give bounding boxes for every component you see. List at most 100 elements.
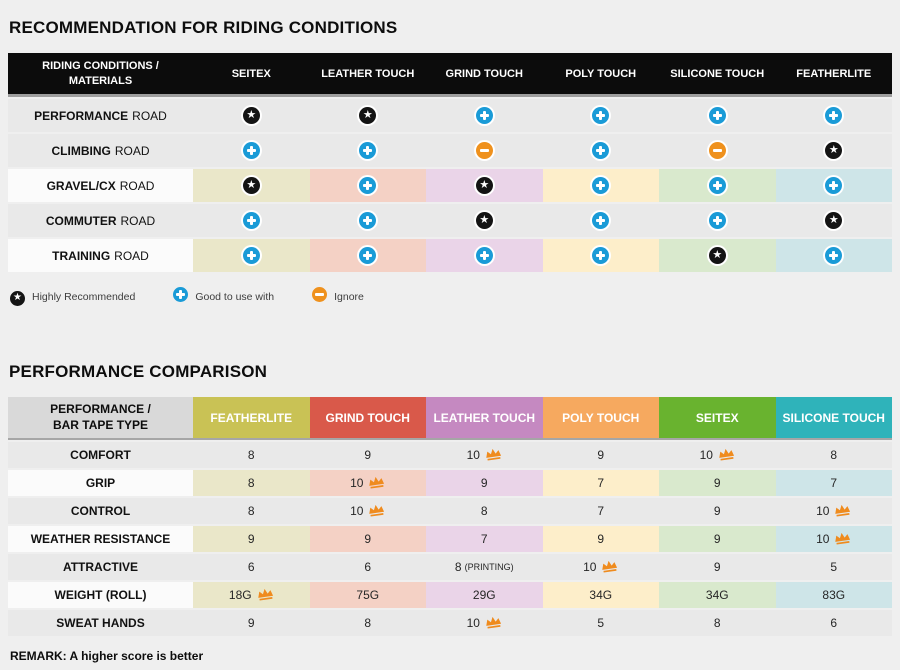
score-cell: 8 bbox=[193, 470, 310, 496]
score-cell: 8 (PRINTING) bbox=[426, 554, 543, 580]
recommendation-cell bbox=[543, 134, 660, 167]
corner-line-1: PERFORMANCE / bbox=[50, 401, 151, 416]
performance-corner-header: PERFORMANCE / BAR TAPE TYPE bbox=[8, 397, 193, 438]
plus-icon bbox=[173, 286, 189, 302]
plus-icon bbox=[242, 212, 260, 229]
performance-metric-label: WEATHER RESISTANCE bbox=[8, 526, 193, 552]
score-value: 5 bbox=[597, 616, 605, 630]
riding-condition-name: GRAVEL/CX bbox=[46, 178, 116, 193]
recommendation-cell bbox=[543, 99, 660, 132]
recommendation-cell: ★ bbox=[193, 169, 310, 202]
recommendation-legend: ★ Highly Recommended Good to use with Ig… bbox=[10, 286, 892, 307]
icon-bar bbox=[366, 216, 370, 225]
score-cell: 9 bbox=[659, 526, 776, 552]
riding-conditions-header-row: RIDING CONDITIONS / MATERIALS SEITEX LEAT… bbox=[8, 53, 892, 97]
riding-conditions-table-body: PERFORMANCE ROAD ★ ★ CLIMBING ROAD ★ GRAV… bbox=[8, 99, 892, 272]
score-cell: 10 bbox=[659, 442, 776, 468]
legend-icon-slot bbox=[173, 286, 189, 307]
score-cell: 34G bbox=[659, 582, 776, 608]
riding-conditions-corner-header: RIDING CONDITIONS / MATERIALS bbox=[8, 53, 193, 94]
recommendation-cell bbox=[775, 169, 892, 202]
recommendation-cell bbox=[775, 239, 892, 272]
crown-icon bbox=[486, 616, 502, 629]
performance-metric-label: ATTRACTIVE bbox=[62, 560, 139, 574]
crown-icon bbox=[369, 504, 385, 517]
score-cell: 8 bbox=[659, 610, 776, 636]
icon-bar bbox=[715, 111, 719, 120]
score-value: 8 bbox=[247, 504, 255, 518]
score-value: 9 bbox=[713, 532, 721, 546]
score-cell: 9 bbox=[310, 442, 427, 468]
recommendation-cell: ★ bbox=[193, 99, 310, 132]
score-value: 9 bbox=[247, 616, 255, 630]
score-cell: 8 bbox=[193, 442, 310, 468]
plus-icon bbox=[242, 247, 260, 264]
star-icon: ★ bbox=[475, 177, 493, 194]
material-column-header: SEITEX bbox=[231, 67, 271, 80]
riding-condition-suffix: ROAD bbox=[120, 213, 156, 228]
score-value: 9 bbox=[713, 560, 721, 574]
score-cell: 9 bbox=[193, 610, 310, 636]
score-value: 9 bbox=[480, 476, 488, 490]
score-value: 75G bbox=[356, 588, 380, 602]
score-value: 10 bbox=[816, 504, 830, 518]
score-cell: 9 bbox=[659, 470, 776, 496]
recommendation-cell: ★ bbox=[776, 204, 893, 237]
riding-condition-label: CLIMBING ROAD bbox=[8, 134, 193, 167]
riding-condition-suffix: ROAD bbox=[114, 143, 150, 158]
recommendation-cell bbox=[542, 169, 659, 202]
star-icon: ★ bbox=[708, 247, 726, 264]
icon-bar bbox=[366, 181, 370, 190]
score-cell: 9 bbox=[543, 442, 660, 468]
riding-condition-name: TRAINING bbox=[52, 248, 111, 263]
score-cell: 10 bbox=[543, 554, 660, 580]
score-value: 6 bbox=[364, 560, 372, 574]
legend-icon-slot bbox=[312, 286, 328, 307]
score-value: 10 bbox=[466, 448, 480, 462]
plus-icon bbox=[592, 142, 610, 159]
plus-icon bbox=[592, 247, 610, 264]
score-cell: 10 bbox=[426, 442, 543, 468]
legend-label: Ignore bbox=[334, 290, 364, 303]
legend-label: Highly Recommended bbox=[32, 290, 136, 303]
recommendation-cell bbox=[659, 169, 776, 202]
score-value: 7 bbox=[830, 476, 838, 490]
performance-row: WEATHER RESISTANCE 9 9 7 9 9 10 bbox=[8, 526, 892, 552]
score-cell: 34G bbox=[542, 582, 659, 608]
star-icon: ★ bbox=[359, 107, 377, 124]
plus-icon bbox=[708, 177, 726, 194]
score-cell: 9 bbox=[659, 498, 776, 524]
performance-row: ATTRACTIVE 6 6 8 (PRINTING) 10 9 5 bbox=[8, 554, 892, 580]
recommendation-cell bbox=[426, 239, 543, 272]
icon-bar bbox=[599, 216, 603, 225]
score-value: 5 bbox=[830, 560, 838, 574]
score-value: 10 bbox=[583, 560, 597, 574]
icon-bar bbox=[599, 146, 603, 155]
riding-condition-suffix: ROAD bbox=[119, 178, 155, 193]
icon-bar bbox=[179, 289, 183, 299]
score-value: 8 bbox=[454, 560, 462, 574]
score-cell: 83G bbox=[775, 582, 892, 608]
legend-item: ★ Highly Recommended bbox=[10, 287, 135, 306]
score-value: 34G bbox=[705, 588, 729, 602]
bar-tape-column-header: GRIND TOUCH bbox=[309, 397, 426, 438]
bar-tape-column-header: LEATHER TOUCH bbox=[426, 397, 543, 438]
score-value: 8 bbox=[364, 616, 372, 630]
recommendation-cell: ★ bbox=[659, 239, 776, 272]
riding-condition-row: COMMUTER ROAD ★ ★ bbox=[8, 204, 892, 237]
score-cell: 5 bbox=[776, 554, 893, 580]
plus-icon bbox=[592, 107, 610, 124]
score-cell: 7 bbox=[542, 470, 659, 496]
score-cell: 5 bbox=[543, 610, 660, 636]
score-value: 18G bbox=[228, 588, 252, 602]
remark-note: REMARK: A higher score is better bbox=[10, 649, 204, 663]
recommendation-table-title: RECOMMENDATION FOR RIDING CONDITIONS bbox=[9, 18, 398, 37]
icon-bar bbox=[249, 216, 253, 225]
crown-icon bbox=[602, 560, 618, 573]
performance-metric-label: GRIP bbox=[8, 470, 193, 496]
recommendation-cell bbox=[310, 134, 427, 167]
score-cell: 75G bbox=[309, 582, 426, 608]
recommendation-cell bbox=[193, 134, 310, 167]
riding-condition-label: GRAVEL/CX ROAD bbox=[8, 169, 193, 202]
